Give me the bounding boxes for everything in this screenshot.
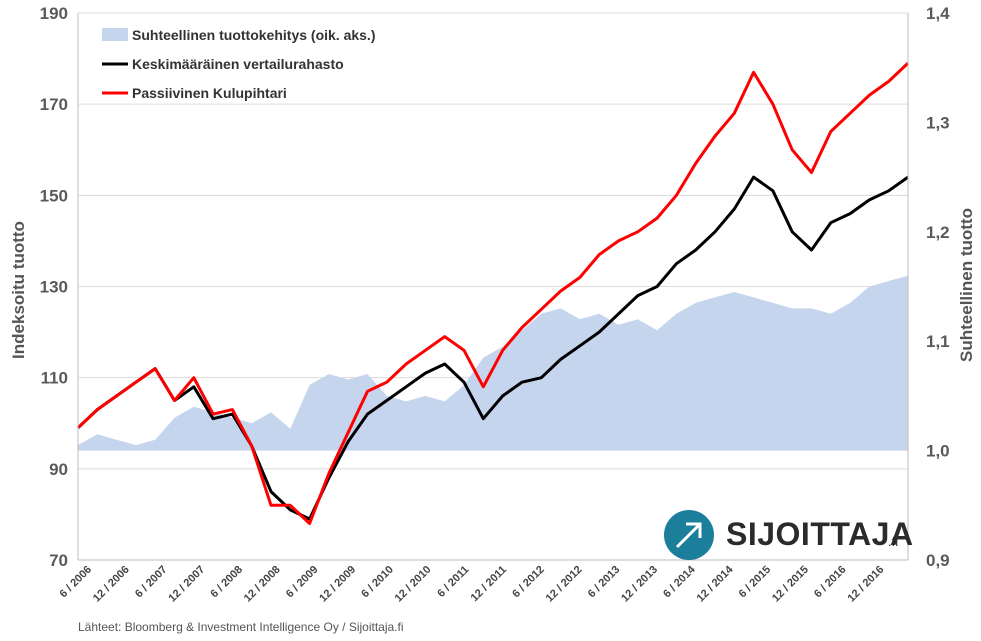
y-tick-right-0: 0,9 <box>926 551 950 570</box>
x-tick-20: 6 / 2016 <box>812 564 849 601</box>
legend-label-relative: Suhteellinen tuottokehitys (oik. aks.) <box>132 27 375 43</box>
y-tick-right-1: 1,0 <box>926 442 950 461</box>
x-tick-18: 6 / 2015 <box>737 564 774 601</box>
sijoittaja-logo: SIJOITTAJA .fi <box>664 508 914 560</box>
y-tick-left-6: 190 <box>40 4 68 23</box>
legend-swatch-relative <box>102 28 128 41</box>
y-tick-left-5: 170 <box>40 95 68 114</box>
area-layer <box>78 275 908 451</box>
y-ticks-left: 70 90 110 130 150 170 190 <box>40 4 68 570</box>
x-tick-6: 6 / 2009 <box>284 564 321 601</box>
logo-arrow-icon <box>664 510 714 560</box>
legend-label-benchmark: Keskimääräinen vertailurahasto <box>132 56 344 72</box>
x-tick-7: 12 / 2009 <box>317 564 358 605</box>
legend: Suhteellinen tuottokehitys (oik. aks.) K… <box>102 27 375 101</box>
line-layer <box>76 62 910 525</box>
source-note: Lähteet: Bloomberg & Investment Intellig… <box>78 620 404 634</box>
x-tick-21: 12 / 2016 <box>845 564 886 605</box>
y-axis-label-left: Indeksoitu tuotto <box>9 221 28 359</box>
line-passive-kulupihtari <box>76 62 910 525</box>
y-axis-label-right: Suhteellinen tuotto <box>957 208 976 362</box>
x-tick-8: 6 / 2010 <box>359 564 396 601</box>
y-tick-right-4: 1,3 <box>926 113 950 132</box>
x-tick-2: 6 / 2007 <box>133 564 170 601</box>
x-tick-5: 12 / 2008 <box>242 564 283 605</box>
x-tick-1: 12 / 2006 <box>91 564 132 605</box>
axes <box>77 13 909 561</box>
legend-label-passive: Passiivinen Kulupihtari <box>132 85 287 101</box>
x-tick-15: 12 / 2013 <box>619 564 660 605</box>
x-tick-14: 6 / 2013 <box>586 564 623 601</box>
y-tick-left-1: 90 <box>49 460 68 479</box>
y-tick-left-3: 130 <box>40 278 68 297</box>
line-benchmark-fund <box>76 175 909 521</box>
y-tick-left-0: 70 <box>49 551 68 570</box>
y-tick-left-2: 110 <box>41 369 68 388</box>
y-tick-right-3: 1,2 <box>926 223 950 242</box>
x-tick-17: 12 / 2014 <box>695 563 737 605</box>
x-tick-12: 6 / 2012 <box>510 564 547 601</box>
x-tick-16: 6 / 2014 <box>661 563 698 600</box>
y-tick-left-4: 150 <box>40 186 68 205</box>
x-tick-9: 12 / 2010 <box>393 564 434 605</box>
logo-text: SIJOITTAJA <box>726 516 914 552</box>
x-tick-11: 12 / 2011 <box>469 564 510 605</box>
y-ticks-right: 0,9 1,0 1,1 1,2 1,3 1,4 <box>926 4 950 570</box>
x-tick-19: 12 / 2015 <box>770 564 811 605</box>
y-tick-right-2: 1,1 <box>926 332 950 351</box>
area-relative-performance <box>78 275 908 451</box>
y-tick-right-5: 1,4 <box>926 4 950 23</box>
x-tick-13: 12 / 2012 <box>544 564 585 605</box>
x-tick-3: 12 / 2007 <box>166 564 207 605</box>
x-tick-4: 6 / 2008 <box>208 564 245 601</box>
logo-suffix: .fi <box>888 534 899 549</box>
x-tick-10: 6 / 2011 <box>435 564 471 600</box>
